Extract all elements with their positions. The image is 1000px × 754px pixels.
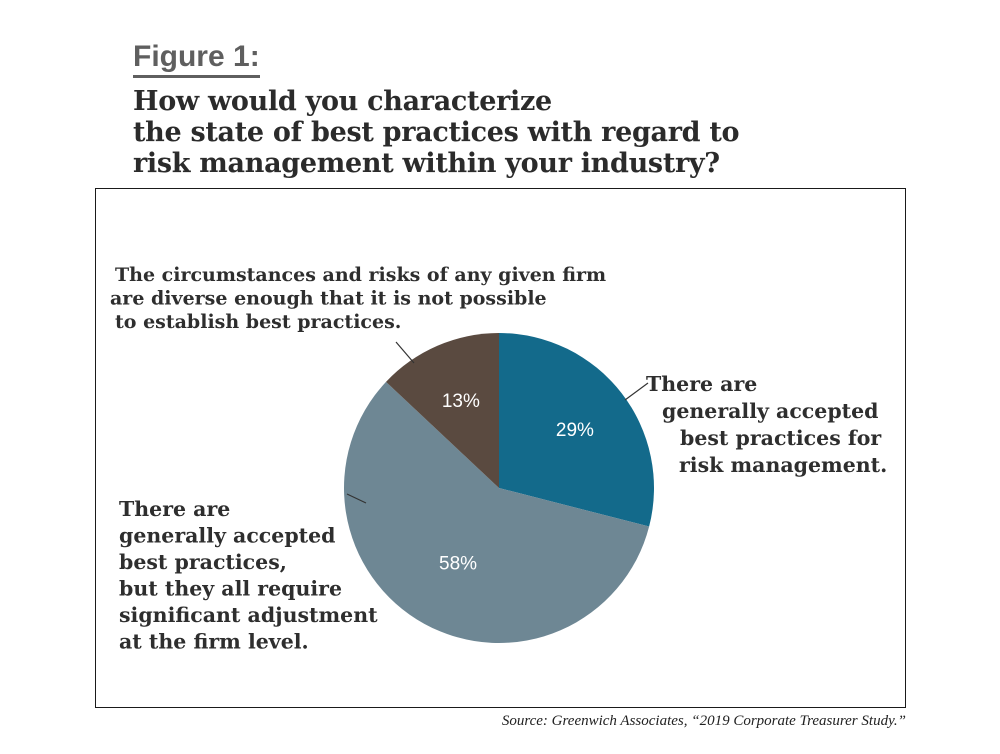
leader-line bbox=[395, 341, 415, 364]
slice-not-possible bbox=[386, 333, 499, 488]
question-line-3: risk management within your industry? bbox=[133, 148, 720, 179]
label-not-possible: The circumstances and risks of any given… bbox=[110, 264, 606, 333]
chart-question: How would you characterize the state of … bbox=[133, 86, 893, 179]
leader-line bbox=[346, 493, 367, 504]
question-line-2: the state of best practices with regard … bbox=[133, 117, 740, 148]
source-note: Source: Greenwich Associates, “2019 Corp… bbox=[501, 713, 906, 729]
slice-percent-label: 13% bbox=[442, 391, 480, 412]
chart-frame bbox=[95, 188, 906, 708]
slice-percent-label: 58% bbox=[439, 553, 477, 574]
question-line-1: How would you characterize bbox=[133, 86, 552, 117]
leader-line bbox=[624, 382, 649, 401]
slice-require-adjustment bbox=[343, 381, 650, 644]
slice-percent-label: 29% bbox=[556, 420, 594, 441]
label-generally-accepted: There are generally accepted best practice… bbox=[646, 372, 887, 477]
label-require-adjustment: There are generally accepted best practice… bbox=[119, 497, 378, 654]
slice-generally-accepted bbox=[499, 333, 654, 527]
figure-label: Figure 1: bbox=[133, 40, 260, 78]
